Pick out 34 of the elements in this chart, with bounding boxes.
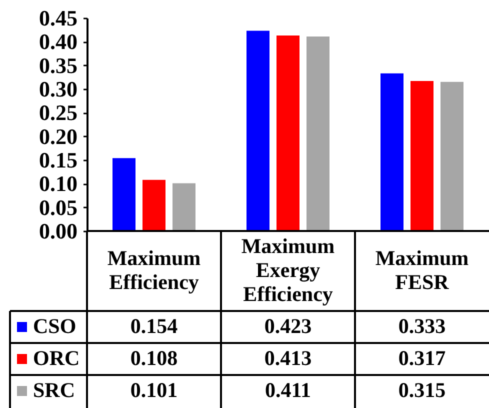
- bar: [306, 36, 330, 231]
- data-label: 0.411: [264, 378, 312, 402]
- y-tick-label: 0.25: [39, 100, 78, 126]
- bar: [380, 73, 404, 231]
- y-tick-label: 0.10: [39, 171, 78, 196]
- legend-label: ORC: [33, 346, 80, 370]
- legend-label: CSO: [33, 314, 76, 338]
- data-label: 0.108: [130, 346, 178, 370]
- bar: [246, 30, 270, 231]
- bar: [142, 180, 166, 231]
- y-tick-label: 0.30: [39, 76, 78, 102]
- x-tick-label: Maximum Exergy Efficiency: [241, 234, 336, 306]
- bar: [440, 82, 464, 231]
- data-label: 0.423: [264, 314, 312, 338]
- bar: [410, 80, 434, 231]
- y-tick-label: 0.35: [39, 52, 78, 78]
- data-label: 0.413: [264, 346, 312, 370]
- data-label: 0.315: [398, 378, 446, 402]
- y-tick-label: 0.05: [39, 194, 78, 220]
- data-label: 0.333: [398, 314, 446, 338]
- x-tick-label: Maximum Efficiency: [107, 246, 202, 294]
- y-tick-label: 0.20: [39, 124, 78, 149]
- data-label: 0.154: [130, 314, 178, 338]
- y-tick-label: 0.45: [39, 6, 78, 30]
- legend-label: SRC: [33, 378, 76, 402]
- y-tick-label: 0.15: [39, 148, 78, 172]
- y-tick-label: 0.40: [39, 29, 78, 54]
- x-tick-label: Maximum FESR: [375, 246, 470, 294]
- data-label: 0.101: [130, 378, 178, 402]
- data-label: 0.317: [398, 346, 446, 370]
- y-tick-label: 0.00: [39, 218, 78, 244]
- bar: [172, 183, 196, 231]
- bar: [112, 158, 136, 231]
- bar: [276, 36, 300, 231]
